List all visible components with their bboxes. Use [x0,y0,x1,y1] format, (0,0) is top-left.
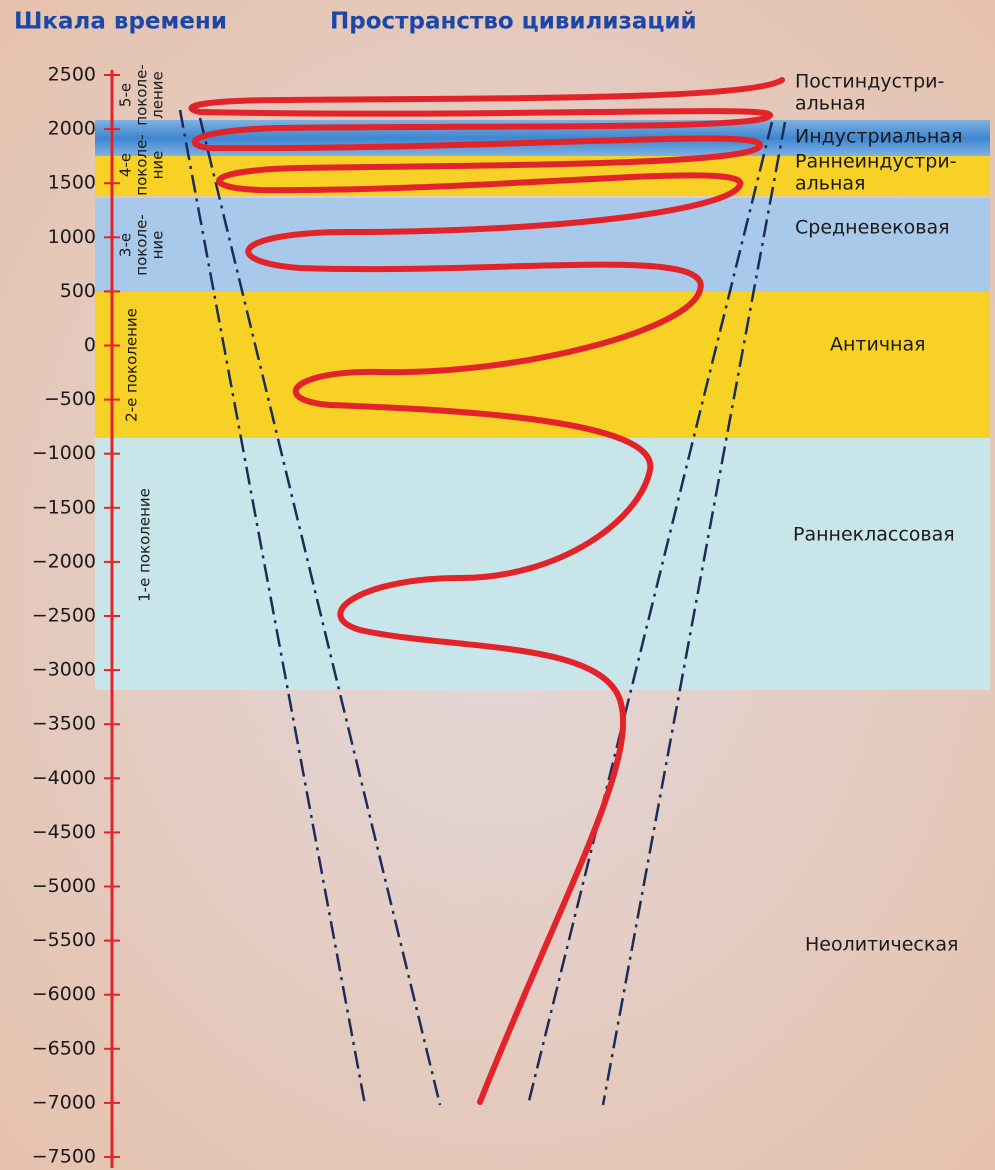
tick-label: −1500 [32,496,96,518]
civilization-label: Средневековая [795,217,950,239]
civilization-label: Индустриальная [795,126,962,148]
civilization-label: Раннеиндустри- [795,151,957,173]
civilization-label: Неолитическая [805,934,958,956]
tick-label: −500 [44,388,96,410]
tick-label: 2500 [48,64,96,86]
tick-label: −3500 [32,713,96,735]
generation-label: 1-е поколение [136,488,154,602]
tick-label: 1000 [48,226,96,248]
civilization-label: Раннеклассовая [793,524,955,546]
tick-label: 2000 [48,118,96,140]
tick-label: −1000 [32,442,96,464]
band-antique [95,292,990,438]
tick-label: −7000 [32,1091,96,1113]
generation-label: ние [149,231,167,260]
tick-label: −4000 [32,767,96,789]
tick-label: −3000 [32,659,96,681]
tick-label: 500 [60,280,96,302]
tick-label: −6500 [32,1037,96,1059]
civilization-label: альная [795,173,865,195]
title: Шкала времени [14,9,227,35]
civilization-label: Античная [830,334,926,356]
band-medieval [95,198,990,292]
generation-label: ние [149,151,167,180]
tick-label: 1500 [48,172,96,194]
tick-label: −5500 [32,929,96,951]
tick-label: −7500 [32,1146,96,1168]
page: Шкала времени Пространство цивилизаций 2… [0,0,995,1170]
civilization-label: альная [795,93,865,115]
title: Пространство цивилизаций [330,9,697,35]
tick-label: 0 [84,334,96,356]
tick-label: −2500 [32,605,96,627]
generation-label: 2-е поколение [123,308,141,422]
tick-label: −5000 [32,875,96,897]
diagram: Шкала времени Пространство цивилизаций 2… [0,0,995,1170]
tick-label: −2000 [32,550,96,572]
civilization-label: Постиндустри- [795,71,944,93]
tick-label: −4500 [32,821,96,843]
tick-label: −6000 [32,983,96,1005]
generation-label: ление [149,71,167,119]
